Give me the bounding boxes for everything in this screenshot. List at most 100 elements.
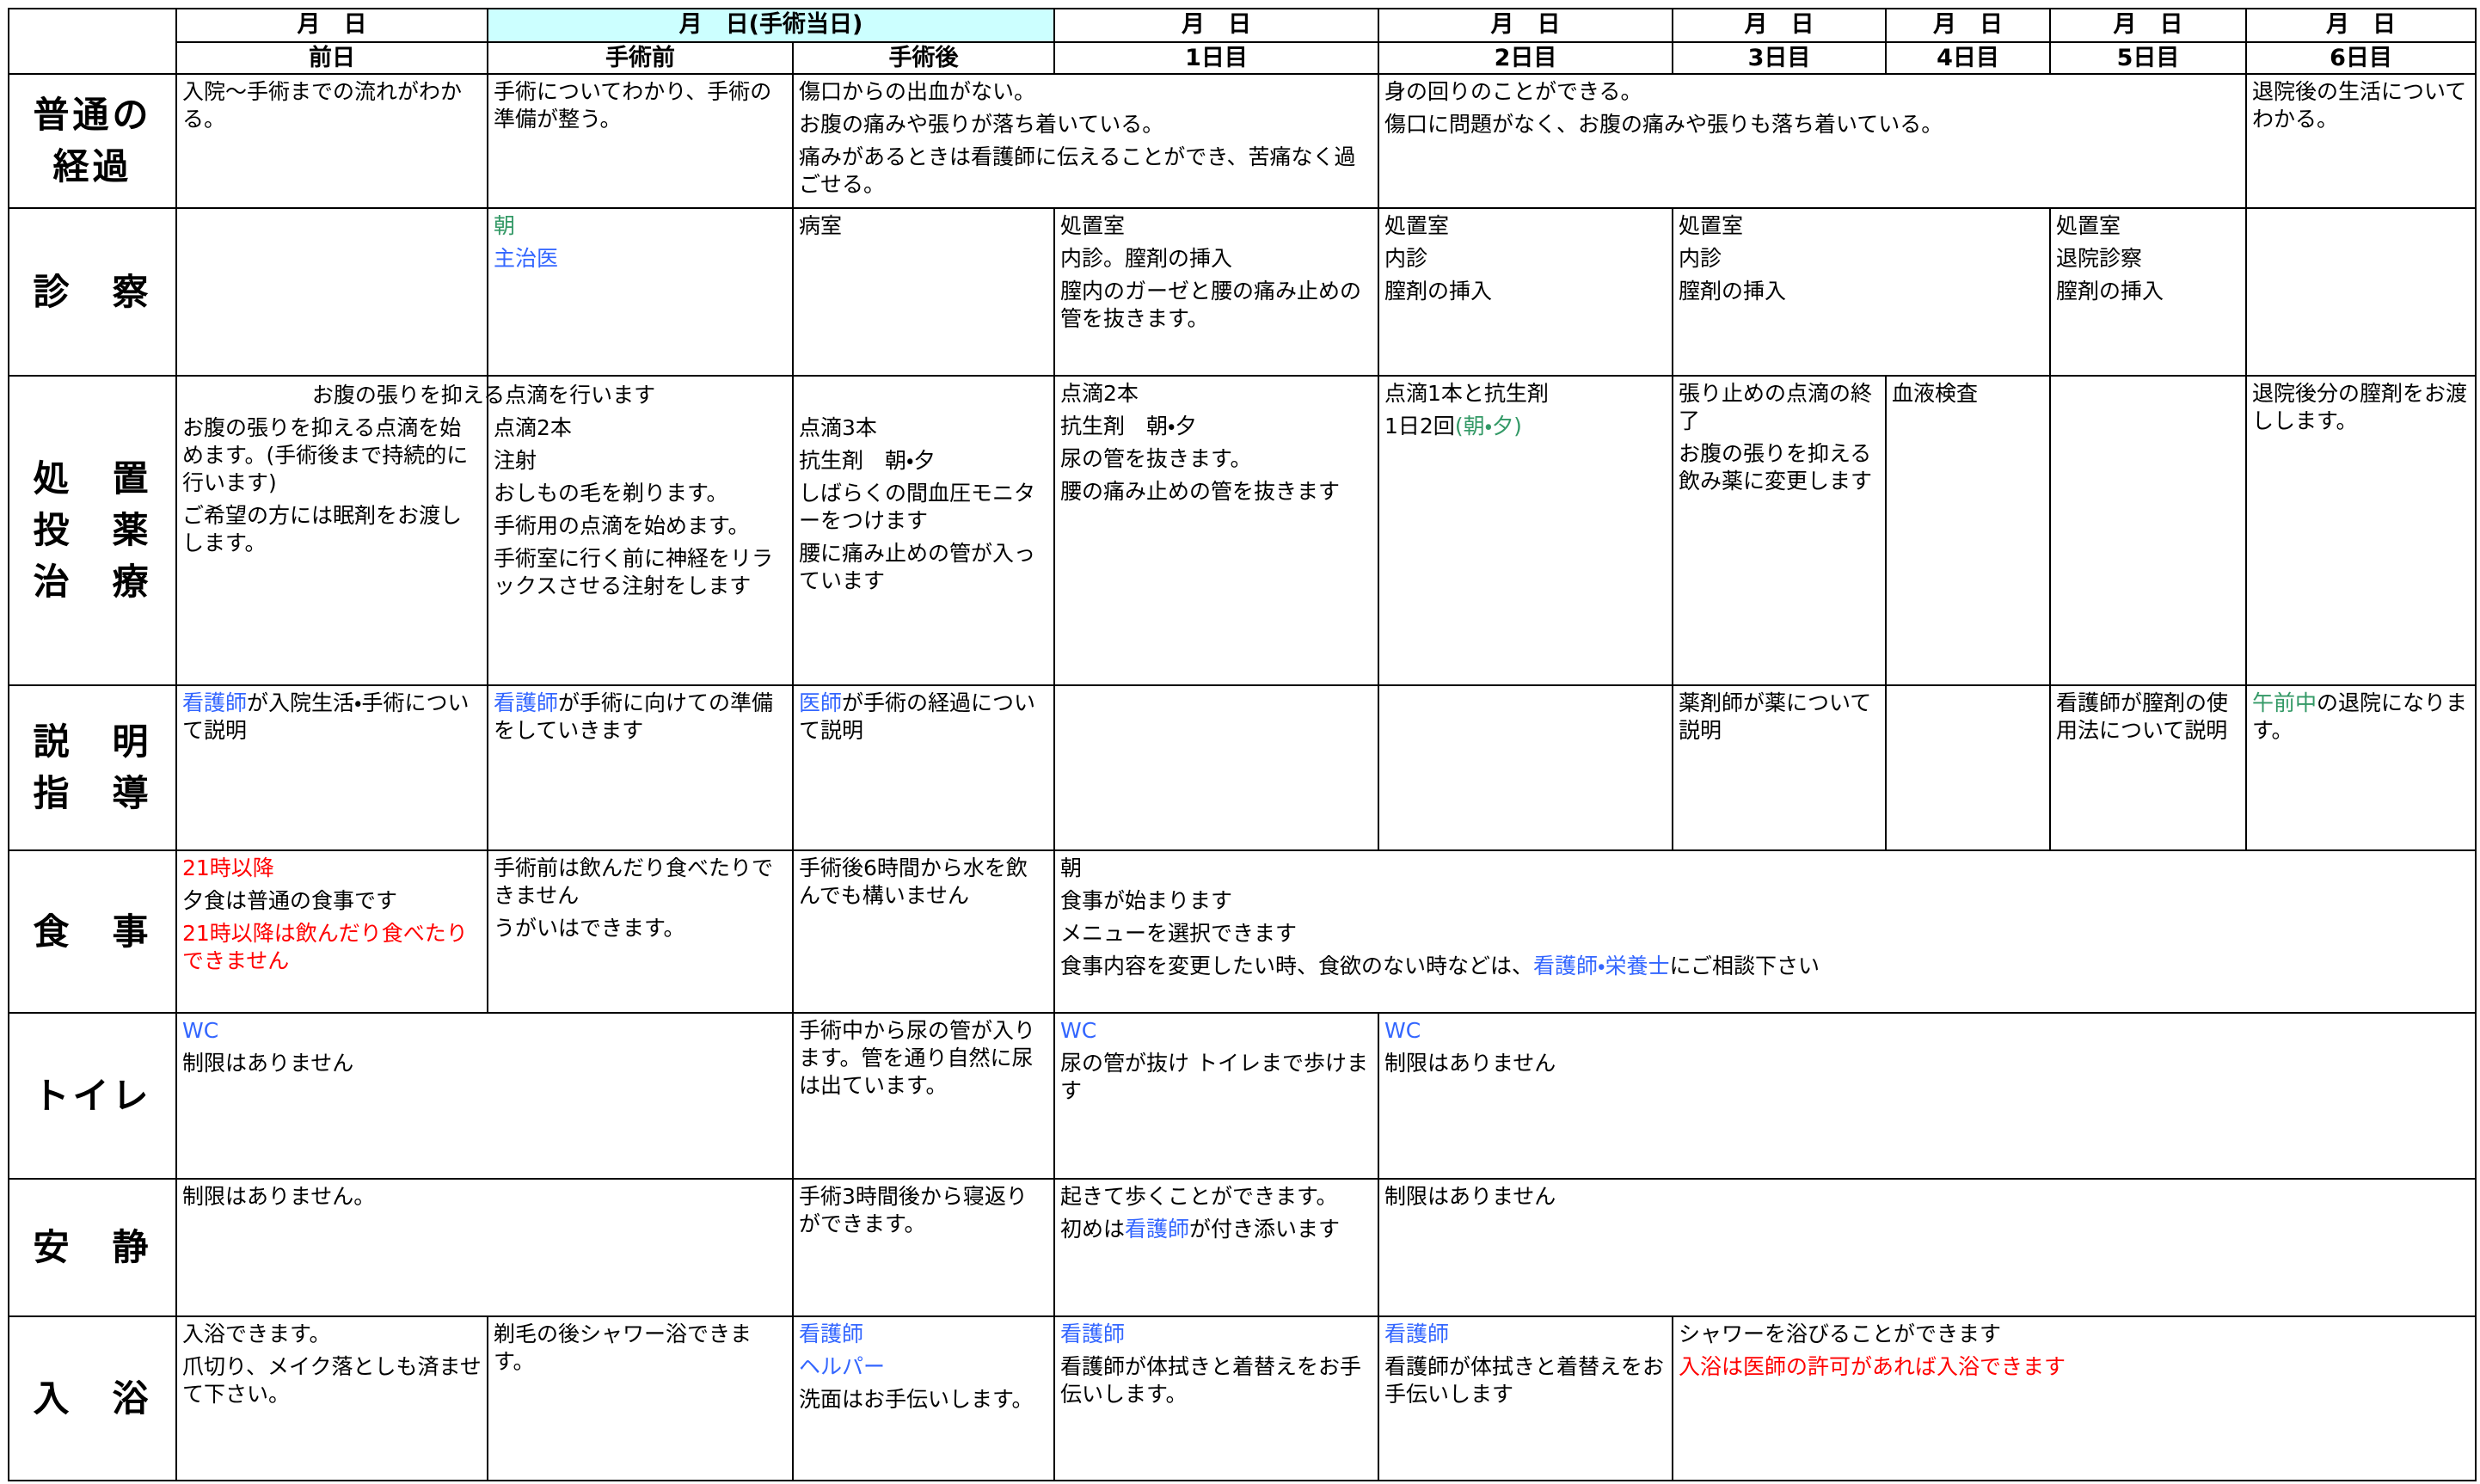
cell-line: 制限はありません [1384,1050,2470,1077]
text-run: 処置室 [1384,213,1450,238]
text-run: 医師 [799,690,843,715]
label-line: 入 浴 [33,1377,152,1420]
cell-line: 膣内のガーゼと腰の痛み止めの管を抜きます。 [1060,278,1372,333]
header-day: 2日目 [1378,41,1673,75]
text-run: しばらくの間血圧モニターをつけます [799,481,1036,533]
text-run: 抗生剤 朝・夕 [799,448,936,473]
text-run: 処置室 [1060,213,1126,238]
text-run: 手術中から尿の管が入ります。管を通り自然に尿は出ています。 [799,1018,1036,1098]
text-run: 痛みがあるときは看護師に伝えることができ、苦痛なく過ごせる。 [799,144,1356,197]
cell-line: 看護師が体拭きと着替えをお手伝いします [1384,1353,1667,1408]
text-run: 点滴2本 [1060,381,1139,406]
text-run: 抗生剤 朝・夕 [1060,414,1197,438]
row-label: 処 置投 薬治 療 [8,375,177,686]
cell-line: 21時以降 [182,855,482,882]
cell: 退院後の生活についてわかる。 [2245,73,2477,209]
row-label: 診 察 [8,207,177,377]
cell-line: 初めは看護師が付き添います [1060,1216,1372,1243]
cell: 点滴3本抗生剤 朝・夕しばらくの間血圧モニターをつけます 腰に痛み止めの管が入って… [792,375,1055,686]
text-run: 病室 [799,213,843,238]
cell-line: 張り止めの点滴の終了 [1679,380,1880,435]
text-run: 起きて歩くことができます。 [1060,1184,1338,1209]
cell-line: 看護師 [1060,1321,1372,1348]
text-run: 爪切り、メイク落としも済ませて下さい。 [182,1354,482,1407]
row-label: 普通の 経過 [8,73,177,209]
text-run: 身の回りのことができる。 [1384,79,1642,104]
header-date: 月 日 [175,8,488,43]
text-run: 点滴1本と抗生剤 [1384,381,1549,406]
cell-line: 入院～手術までの流れがわかる。 [182,78,482,133]
cell: 入浴できます。 爪切り、メイク落としも済ませて下さい。 [175,1315,488,1481]
cell-line: 爪切り、メイク落としも済ませて下さい。 [182,1353,482,1408]
cell-line: 傷口からの出血がない。 [799,78,1372,106]
cell-line: 食事が始まります [1060,887,2470,915]
cell-line: 入浴は医師の許可があれば入浴できます [1679,1353,2470,1381]
cell: 張り止めの点滴の終了 お腹の張りを抑える飲み薬に変更します [1672,375,1887,686]
cell: 処置室 内診 膣剤の挿入 [1672,207,2051,377]
text-run: 処置室 [2056,213,2121,238]
cell-line: 腰に痛み止めの管が入っています [799,540,1048,595]
cell: 剃毛の後シャワー浴できます。 [487,1315,794,1481]
text-run: シャワーを浴びることができます [1679,1321,2002,1346]
row-banner: お腹の張りを抑える点滴を行います [311,383,656,408]
text-run: メニューを選択できます [1060,921,1298,946]
text-run: 看護師 [799,1321,864,1346]
cell: 病室 [792,207,1055,377]
text-run: 剃毛の後シャワー浴できます。 [494,1321,752,1374]
cell-line: WC [1384,1017,2470,1045]
cell-line: ご希望の方には眠剤をお渡しします。 [182,502,482,557]
cell-line: 看護師 [1384,1321,1667,1348]
cell-line: 処置室 [1060,212,1372,240]
cell: 点滴2本 抗生剤 朝・夕 尿の管を抜きます。 腰の痛み止めの管を抜きます [1053,375,1379,686]
cell-line: 処置室 [1384,212,1667,240]
text-run: 注射 [494,448,537,473]
cell: 点滴2本 注射 おしもの毛を剃ります。 手術用の点滴を始めます。 手術室に行く前に神経を… [487,375,794,686]
cell-line: シャワーを浴びることができます [1679,1321,2470,1348]
text-run: うがいはできます。 [494,916,685,941]
cell: 処置室 退院診察 膣剤の挿入 [2049,207,2247,377]
cell-line: ヘルパー [799,1353,1048,1381]
header-day: 手術前 [487,41,794,75]
cell-line: お腹の痛みや張りが落ち着いている。 [799,111,1372,138]
cell-line: 制限はありません [1384,1183,2470,1211]
text-run: 点滴3本 [799,415,877,440]
cell: 処置室内診膣剤の挿入 [1378,207,1673,377]
text-run: にご相談下さい [1669,954,1820,978]
corner-cell [8,8,177,75]
text-run: 看護師が体拭きと着替えをお手伝いします。 [1060,1354,1362,1407]
row-label: 食 事 [8,849,177,1014]
label-line: 治 療 [33,561,152,603]
cell-line: 剃毛の後シャワー浴できます。 [494,1321,787,1376]
label-line: 普通の [33,94,152,136]
cell-line: 起きて歩くことができます。 [1060,1183,1372,1211]
cell: 手術後6時間から水を飲んでも構いません [792,849,1055,1014]
label-line: 安 静 [33,1226,152,1268]
text-run: 制限はありません [1384,1184,1556,1209]
cell-line: メニューを選択できます [1060,920,2470,947]
cell-line: WC [1060,1017,1372,1045]
text-run: 制限はありません [182,1051,354,1076]
text-run: 膣剤の挿入 [1384,279,1493,304]
cell: 医師が手術の経過について説明 [792,684,1055,851]
text-run: 内診 [1679,246,1722,271]
text-run: 退院後の生活についてわかる。 [2252,79,2467,132]
cell: 手術3時間後から寝返りができます。 [792,1178,1055,1317]
label-line: 説 明 [33,721,152,763]
cell-line: 看護師が入院生活・手術について説明 [182,690,482,745]
text-run: 内診 [1384,246,1428,271]
cell-line: 病室 [799,212,1048,240]
cell [2245,207,2477,377]
text-run: 看護師 [1384,1321,1450,1346]
cell: 処置室 内診。膣剤の挿入 膣内のガーゼと腰の痛み止めの管を抜きます。 [1053,207,1379,377]
cell-line: 尿の管を抜きます。 [1060,445,1372,473]
text-run: 尿の管を抜きます。 [1060,446,1252,471]
cell-line: 尿の管が抜け トイレまで歩けます [1060,1050,1372,1105]
cell-line: 抗生剤 朝・夕 [799,447,1048,475]
text-run: 手術についてわかり、手術の準備が整う。 [494,79,772,132]
text-run: (朝・夕) [1454,414,1522,438]
cell: 傷口からの出血がない。 お腹の痛みや張りが落ち着いている。痛みがあるときは看護師に… [792,73,1379,209]
text-run: 看護師 [494,690,559,715]
text-run: 手術用の点滴を始めます。 [494,513,750,538]
text-run: 膣剤の挿入 [1679,279,1787,304]
header-date: 月 日 [2049,8,2247,43]
